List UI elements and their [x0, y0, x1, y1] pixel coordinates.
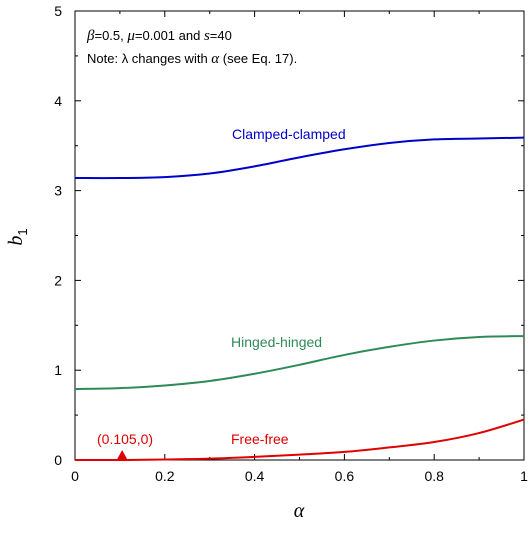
- series-line-clamped: [74, 136, 525, 180]
- series-line-hinged: [74, 335, 525, 391]
- y-tick-label: 2: [54, 272, 62, 288]
- series-label-clamped: Clamped-clamped: [232, 126, 346, 142]
- x-tick-label: 0.2: [155, 468, 175, 484]
- y-axis-title: b1: [5, 228, 30, 245]
- y-tick-label: 4: [54, 93, 62, 109]
- y-tick-label: 3: [54, 183, 62, 199]
- x-tick-label: 0.6: [335, 468, 355, 484]
- y-axis-title-sub: 1: [15, 228, 30, 235]
- note-line-1: β=0.5, μ=0.001 and s=40: [86, 28, 232, 44]
- svg-text:b1: b1: [5, 228, 30, 245]
- x-axis-title: α: [294, 500, 305, 522]
- x-tick-label: 1: [520, 468, 528, 484]
- marker-label: (0.105,0): [97, 431, 153, 447]
- x-tick-label: 0.8: [424, 468, 444, 484]
- note-line-2: Note: λ changes with α (see Eq. 17).: [87, 51, 297, 67]
- y-tick-label: 1: [54, 362, 62, 378]
- series-lines: [74, 136, 525, 462]
- plot-frame: [74, 10, 525, 461]
- x-tick-label: 0: [71, 468, 79, 484]
- marker-triangle: [116, 450, 129, 461]
- y-tick-label: 5: [54, 3, 62, 19]
- ticks: 0 0.2 0.4 0.6 0.8 1 0 1 2 3 4 5: [54, 3, 528, 484]
- series-label-free: Free-free: [231, 431, 289, 447]
- y-tick-label: 0: [54, 452, 62, 468]
- series-label-hinged: Hinged-hinged: [231, 334, 322, 350]
- y-axis-title-main: b: [5, 236, 27, 246]
- x-tick-label: 0.4: [245, 468, 265, 484]
- series-line-free: [74, 418, 525, 462]
